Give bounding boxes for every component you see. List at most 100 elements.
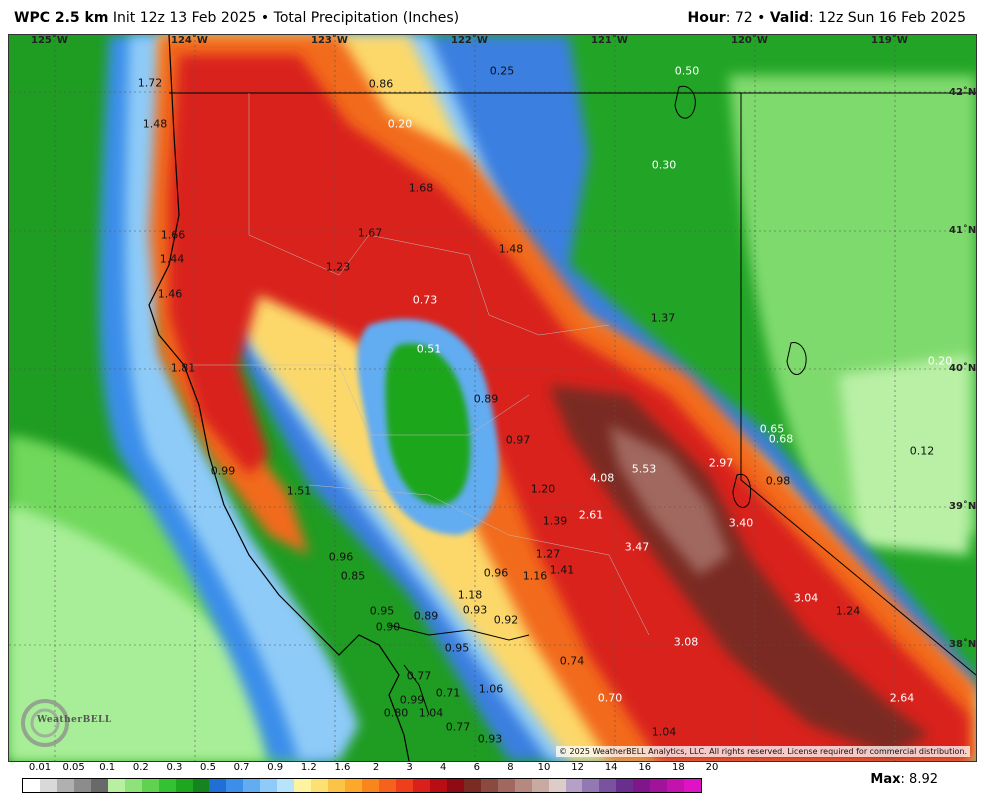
ocean-lighter-band [9,505,269,761]
state-borders [169,92,976,676]
precip-value-label: 0.12 [909,444,935,458]
legend-label: 0.5 [200,762,216,773]
longitude-tick: 124˚W [171,35,208,46]
max-value: Max: 8.92 [870,772,938,787]
lake-tahoe [732,473,751,508]
legend-swatch [107,779,125,792]
legend-label: 20 [705,762,719,773]
map-graphic [9,35,976,761]
precip-value-label: 0.20 [387,117,413,131]
map-title: WPC 2.5 km Init 12z 13 Feb 2025 • Total … [14,10,459,26]
valid-value: : 12z Sun 16 Feb 2025 [809,10,966,26]
legend-swatch [599,779,617,792]
precip-value-label: 0.96 [328,550,354,564]
legend-label: 0.9 [267,762,284,773]
precip-value-label: 0.51 [416,342,442,356]
field-name: Total Precipitation (Inches) [273,10,460,26]
precip-value-label: 0.95 [369,604,395,618]
precip-value-label: 1.37 [650,311,676,325]
legend-label: 4 [440,762,447,773]
logo-text: WeatherBELL [37,715,112,725]
precip-value-label: 1.44 [159,252,185,266]
latitude-tick: 38˚N [949,639,977,650]
precip-value-label: 1.67 [357,226,383,240]
precip-value-label: 1.66 [160,228,186,242]
legend-swatch [412,779,430,792]
legend-swatch [514,779,532,792]
precipitation-map[interactable]: 125˚W 124˚W 123˚W 122˚W 121˚W 120˚W 119˚W 42˚N… [8,34,977,762]
longitude-tick: 123˚W [311,35,348,46]
precip-value-label: 0.93 [477,732,503,746]
precip-value-label: 3.47 [624,540,650,554]
legend-label: 6 [473,762,480,773]
precip-value-label: 0.25 [489,64,515,78]
precip-value-label: 4.08 [589,471,615,485]
precip-value-label: 0.97 [505,433,531,447]
legend-swatch [565,779,583,792]
legend-labels: 0.01 0.05 0.1 0.2 0.3 0.5 0.7 0.9 1.2 1.6 2 3 4 6 8 10 1… [22,762,719,776]
precip-value-label: 0.98 [765,474,791,488]
precip-value-label: 1.46 [157,287,183,301]
legend-swatch [260,779,278,792]
legend-swatch [667,779,685,792]
legend-swatch [311,779,329,792]
precip-value-label: 1.04 [418,706,444,720]
precip-value-label: 0.96 [483,566,509,580]
precip-value-label: 0.90 [375,620,401,634]
precip-value-label: 1.16 [522,569,548,583]
legend-label: 1.6 [334,762,351,773]
legend-label: 14 [604,762,618,773]
hour-value: : 72 [725,10,753,26]
legend-swatch [56,779,74,792]
legend-swatch [175,779,193,792]
legend-swatch [294,779,312,792]
latitude-tick: 40˚N [949,363,977,374]
legend-swatch [39,779,57,792]
precip-value-label: 1.20 [530,482,556,496]
legend-swatch [531,779,549,792]
legend-swatch [395,779,413,792]
hour-label: Hour [687,10,726,26]
legend-label: 18 [672,762,685,773]
legend-swatch [345,779,363,792]
legend-swatch [480,779,498,792]
longitude-tick: 122˚W [451,35,488,46]
legend-swatch [328,779,346,792]
valid-time: Hour: 72 • Valid: 12z Sun 16 Feb 2025 [687,10,966,26]
coastline [148,35,410,761]
precip-value-label: 1.81 [170,361,196,375]
precip-value-label: 0.50 [674,64,700,78]
sierra-lightbrown [609,425,729,575]
legend-colorbar [22,778,702,793]
longitude-tick: 125˚W [31,35,68,46]
init-time: Init 12z 13 Feb 2025 [112,10,257,26]
legend-label: 2 [372,762,380,773]
legend-swatch [124,779,142,792]
weatherbell-logo: WeatherBELL [15,691,111,747]
legend-label: 10 [537,762,551,773]
precip-value-label: 1.41 [549,563,575,577]
precip-value-label: 0.99 [399,693,425,707]
header: WPC 2.5 km Init 12z 13 Feb 2025 • Total … [0,0,984,34]
legend-swatch [362,779,380,792]
valley-green [385,343,471,505]
max-label: Max [870,772,901,787]
legend-swatch [141,779,159,792]
precip-value-label: 1.48 [142,117,168,131]
precip-value-label: 1.39 [542,514,568,528]
precip-value-label: 0.93 [462,603,488,617]
model-name: WPC 2.5 km [14,10,109,26]
legend-swatch [90,779,108,792]
lake [674,85,696,119]
legend-label: 0.3 [166,762,183,773]
precip-value-label: 1.48 [498,242,524,256]
legend-swatch [73,779,91,792]
latitude-tick: 39˚N [949,501,977,512]
precip-value-label: 1.23 [325,260,351,274]
latitude-tick: 41˚N [949,225,977,236]
precip-value-label: 0.20 [927,354,953,368]
legend-label: 1.2 [300,762,317,773]
logo-swirl-icon [21,699,69,747]
precip-value-label: 0.71 [435,686,461,700]
precip-value-label: 0.73 [412,293,438,307]
